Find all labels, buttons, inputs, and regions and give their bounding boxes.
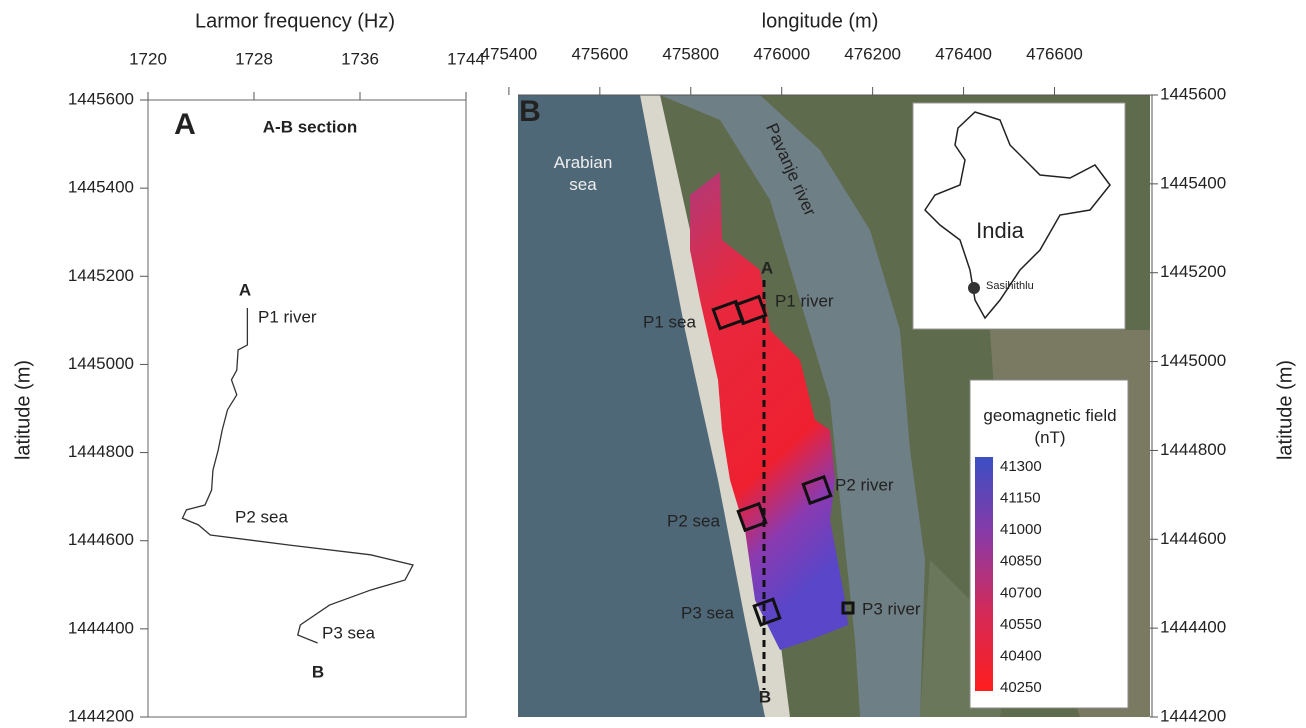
subtitle: A-B section bbox=[263, 117, 357, 136]
annotation: A bbox=[239, 280, 251, 299]
annotation: P3 sea bbox=[681, 603, 734, 622]
x-tick-label: 476600 bbox=[1026, 44, 1083, 63]
x-axis-label: longitude (m) bbox=[762, 10, 879, 32]
x-axis-label: Larmor frequency (Hz) bbox=[195, 10, 395, 32]
x-tick-label: 476400 bbox=[935, 44, 992, 63]
y-tick-label: 1444400 bbox=[68, 618, 134, 637]
annotation: P2 river bbox=[835, 475, 894, 494]
colorbar-tick-label: 40850 bbox=[1000, 553, 1042, 570]
profile-line bbox=[181, 308, 414, 644]
y-tick-label: 1445600 bbox=[68, 89, 134, 108]
annotation: P1 river bbox=[258, 307, 317, 326]
y-tick-label: 1444400 bbox=[1160, 618, 1226, 637]
annotation: Sasihithlu bbox=[986, 280, 1034, 292]
x-tick-label: 1720 bbox=[129, 49, 167, 68]
colorbar-tick-label: 41000 bbox=[1000, 521, 1042, 538]
panel-label: A bbox=[174, 108, 196, 141]
y-tick-label: 1445200 bbox=[68, 266, 134, 285]
y-tick-label: 1445200 bbox=[1160, 262, 1226, 281]
annotation: P1 river bbox=[775, 291, 834, 310]
annotation: B bbox=[759, 687, 771, 706]
colorbar-tick-label: 40400 bbox=[1000, 647, 1042, 664]
annotation: A bbox=[761, 258, 773, 277]
x-tick-label: 475400 bbox=[481, 44, 538, 63]
y-tick-label: 1445600 bbox=[1160, 84, 1226, 103]
x-tick-label: 476200 bbox=[844, 44, 901, 63]
panel-label: B bbox=[519, 95, 541, 128]
y-tick-label: 1444800 bbox=[1160, 440, 1226, 459]
y-axis-label: latitude (m) bbox=[1274, 360, 1296, 460]
map-image bbox=[518, 95, 1150, 717]
x-tick-label: 475600 bbox=[571, 44, 628, 63]
annotation: P2 sea bbox=[667, 511, 720, 530]
colorbar-tick-label: 41300 bbox=[1000, 458, 1042, 475]
y-tick-label: 1444600 bbox=[1160, 529, 1226, 548]
x-tick-label: 476000 bbox=[753, 44, 810, 63]
y-tick-label: 1444200 bbox=[1160, 706, 1226, 725]
x-tick-label: 1736 bbox=[341, 49, 379, 68]
colorbar-title: geomagnetic field (nT) bbox=[983, 406, 1117, 447]
y-axis-label: latitude (m) bbox=[12, 360, 34, 460]
y-tick-label: 1445000 bbox=[1160, 351, 1226, 370]
x-tick-label: 1744 bbox=[447, 49, 485, 68]
colorbar-tick-label: 41150 bbox=[1000, 490, 1041, 507]
annotation: P3 river bbox=[862, 599, 921, 618]
y-tick-label: 1444200 bbox=[68, 706, 134, 725]
y-tick-label: 1444800 bbox=[68, 442, 134, 461]
annotation: P3 sea bbox=[322, 623, 375, 642]
y-tick-label: 1445400 bbox=[68, 178, 134, 197]
annotation: Arabian sea bbox=[553, 153, 613, 194]
y-tick-label: 1445000 bbox=[68, 354, 134, 373]
frame bbox=[147, 99, 467, 718]
annotation: P2 sea bbox=[235, 507, 288, 526]
x-tick-label: 1728 bbox=[235, 49, 273, 68]
colorbar-tick-label: 40700 bbox=[1000, 584, 1042, 601]
annotation: P1 sea bbox=[643, 312, 696, 331]
y-tick-label: 1444600 bbox=[68, 530, 134, 549]
colorbar-tick-label: 40550 bbox=[1000, 616, 1042, 633]
annotation: India bbox=[976, 218, 1024, 243]
x-tick-label: 475800 bbox=[662, 44, 719, 63]
annotation: B bbox=[312, 662, 324, 681]
colorbar-tick-label: 40250 bbox=[1000, 679, 1042, 696]
y-tick-label: 1445400 bbox=[1160, 173, 1226, 192]
